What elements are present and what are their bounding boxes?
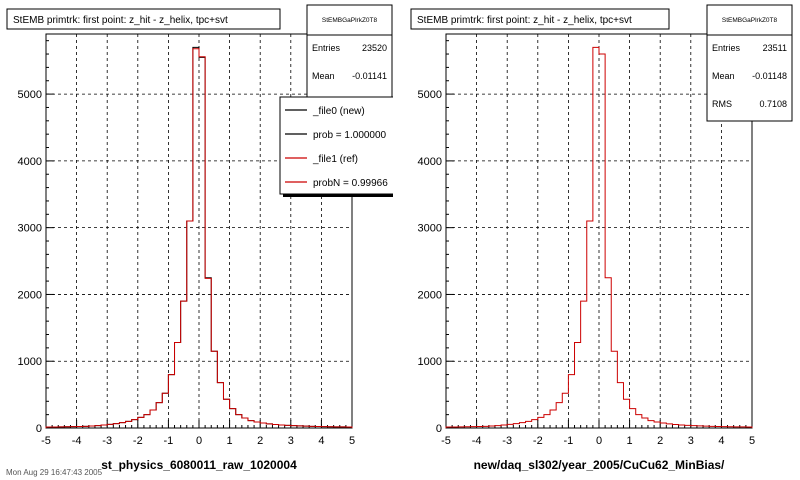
- x-tick-label: 5: [749, 435, 755, 447]
- stats-label: Entries: [312, 43, 341, 53]
- y-tick-label: 4000: [418, 156, 442, 168]
- plot-frame: [445, 33, 753, 429]
- legend-entry-label: probN = 0.99966: [313, 178, 388, 189]
- x-tick-label: -3: [502, 435, 512, 447]
- stats-value: -0.01141: [352, 71, 387, 81]
- x-axis-label: st_physics_6080011_raw_1020004: [101, 458, 297, 472]
- plot-frame: [45, 33, 353, 429]
- x-tick-label: 3: [688, 435, 694, 447]
- y-tick-label: 2000: [18, 289, 42, 301]
- title-box: [410, 8, 670, 30]
- legend-entry-label: _file0 (new): [312, 106, 365, 117]
- stats-name: StEMBGaPlrkZ0T8: [322, 17, 378, 24]
- x-axis-label: new/daq_sl302/year_2005/CuCu62_MinBias/: [474, 458, 725, 472]
- stats-label: Mean: [312, 71, 335, 81]
- y-tick-label: 1000: [18, 356, 42, 368]
- stats-label: Mean: [712, 71, 735, 81]
- x-tick-label: -5: [441, 435, 451, 447]
- x-tick-label: 0: [596, 435, 602, 447]
- x-tick-label: -1: [564, 435, 574, 447]
- stats-name: StEMBGaPlrkZ0T8: [722, 17, 778, 24]
- histogram-panel-1: -5 -4 -3 -2 -1 0 1 2 3 4 5 0 1000 2000 3000 4000 5000 st_…: [6, 4, 393, 472]
- x-tick-label: 2: [257, 435, 263, 447]
- y-tick-label: 4000: [18, 156, 42, 168]
- title-box: [6, 8, 281, 30]
- x-tick-label: -4: [72, 435, 82, 447]
- x-tick-label: 4: [718, 435, 724, 447]
- legend-entry-label: prob = 1.000000: [313, 130, 387, 141]
- x-tick-label: -1: [164, 435, 174, 447]
- legend-box: [279, 96, 393, 195]
- x-tick-label: 1: [627, 435, 633, 447]
- y-tick-label: 0: [36, 423, 42, 435]
- stats-value: 23511: [763, 43, 787, 53]
- stats-value: 0.7108: [759, 99, 787, 109]
- y-tick-label: 1000: [418, 356, 442, 368]
- x-tick-label: -2: [533, 435, 543, 447]
- stats-box: [706, 4, 793, 122]
- y-tick-label: 5000: [18, 89, 42, 101]
- x-tick-label: 1: [227, 435, 233, 447]
- histogram-panel-2: -5 -4 -3 -2 -1 0 1 2 3 4 5 0 1000 2000 3000 4000 5000 new…: [410, 4, 793, 472]
- y-tick-label: 0: [436, 423, 442, 435]
- y-tick-label: 3000: [418, 223, 442, 235]
- x-tick-label: -4: [472, 435, 482, 447]
- x-tick-label: 4: [318, 435, 324, 447]
- stats-label: Entries: [712, 43, 741, 53]
- chart-title: StEMB primtrk: first point: z_hit - z_he…: [13, 15, 228, 26]
- x-tick-label: 3: [288, 435, 294, 447]
- chart-title: StEMB primtrk: first point: z_hit - z_he…: [417, 15, 632, 26]
- x-tick-label: 0: [196, 435, 202, 447]
- footer-note: Mon Aug 29 16:47:43 2005: [6, 468, 103, 477]
- x-tick-label: 5: [349, 435, 355, 447]
- stats-value: 23520: [362, 43, 387, 53]
- stats-label: RMS: [712, 99, 732, 109]
- y-tick-label: 5000: [418, 89, 442, 101]
- histogram-series-2: [45, 48, 353, 428]
- y-tick-label: 2000: [418, 289, 442, 301]
- stats-value: -0.01148: [752, 71, 787, 81]
- legend: _file0 (new) prob = 1.000000 _file1 (ref) p…: [279, 96, 393, 197]
- x-tick-label: -3: [102, 435, 112, 447]
- x-tick-label: -2: [133, 435, 143, 447]
- y-tick-label: 3000: [18, 223, 42, 235]
- x-tick-label: 2: [657, 435, 663, 447]
- x-tick-label: -5: [41, 435, 51, 447]
- legend-entry-label: _file1 (ref): [312, 154, 358, 165]
- histogram-series-1: [445, 46, 753, 428]
